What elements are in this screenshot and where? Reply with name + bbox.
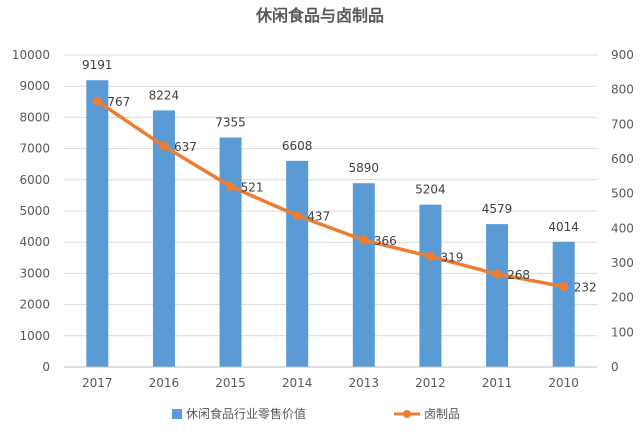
bar-value-label: 8224 [149,88,180,102]
line-point [92,96,102,106]
bar-value-label: 4579 [482,202,513,216]
gridlines [64,54,597,337]
line-value-label: 232 [574,281,597,295]
line-path [95,99,566,289]
legend-bar-swatch [172,409,182,419]
bar-value-label: 5890 [349,161,380,175]
line-point [226,181,236,191]
line-value-label: 637 [174,140,197,154]
line-point [559,282,569,292]
right-tick-label: 700 [611,117,634,131]
bar [86,80,109,368]
x-tick-label: 2010 [548,376,579,390]
bar [552,241,575,367]
bar [286,160,309,367]
line-data-labels: 767 637 521 437 366 319 268 232 [107,95,596,294]
bar [219,137,242,367]
left-tick-label: 1000 [19,329,50,343]
line-value-label: 268 [507,268,530,282]
left-y-axis: 0 1000 2000 3000 4000 5000 6000 7000 8000 9000 100… [12,48,50,374]
line-point [159,141,169,151]
line-value-label: 366 [374,234,397,248]
line-point [425,251,435,261]
x-tick-label: 2015 [215,376,246,390]
x-tick-label: 2011 [482,376,513,390]
bar [486,224,509,367]
right-y-axis: 0 100 200 300 400 500 600 700 800 900 [611,48,634,374]
left-tick-label: 5000 [19,204,50,218]
left-tick-label: 3000 [19,266,50,280]
left-tick-label: 2000 [19,298,50,312]
right-tick-label: 500 [611,187,634,201]
x-tick-label: 2017 [82,376,113,390]
line-point [359,235,369,245]
line-point [492,269,502,279]
bar-value-label: 5204 [415,183,446,197]
left-tick-label: 4000 [19,235,50,249]
right-tick-label: 900 [611,48,634,62]
legend-line-marker [403,410,411,418]
bar-value-label: 9191 [82,58,113,72]
bar [152,110,175,368]
line-value-label: 319 [440,250,463,264]
left-tick-label: 0 [42,360,50,374]
legend-bar-label: 休闲食品行业零售价值 [186,406,306,421]
left-tick-label: 7000 [19,142,50,156]
legend: 休闲食品行业零售价值 卤制品 [172,406,460,421]
bar-series [86,80,575,368]
bar-value-label: 6608 [282,139,313,153]
chart-title: 休闲食品与卤制品 [255,6,384,25]
right-tick-label: 100 [611,325,634,339]
right-tick-label: 300 [611,256,634,270]
left-tick-label: 10000 [12,48,50,62]
x-axis: 2017 2016 2015 2014 2013 2012 2011 2010 [64,366,597,390]
right-tick-label: 400 [611,221,634,235]
line-series [92,96,569,292]
right-tick-label: 200 [611,291,634,305]
left-tick-label: 8000 [19,110,50,124]
right-tick-label: 800 [611,83,634,97]
bar-data-labels: 9191 8224 7355 6608 5890 5204 4579 4014 [82,58,579,234]
legend-line-label: 卤制品 [424,407,460,421]
bar [419,204,442,367]
line-value-label: 521 [241,180,264,194]
right-tick-label: 600 [611,152,634,166]
x-tick-label: 2014 [282,376,313,390]
x-tick-label: 2016 [149,376,180,390]
bar-value-label: 4014 [548,220,579,234]
line-value-label: 437 [307,210,330,224]
left-tick-label: 9000 [19,79,50,93]
left-tick-label: 6000 [19,173,50,187]
x-tick-label: 2012 [415,376,446,390]
line-point [292,211,302,221]
x-tick-label: 2013 [349,376,380,390]
bar [352,183,375,367]
right-tick-label: 0 [611,360,619,374]
line-value-label: 767 [107,95,130,109]
bar-value-label: 7355 [215,116,246,130]
